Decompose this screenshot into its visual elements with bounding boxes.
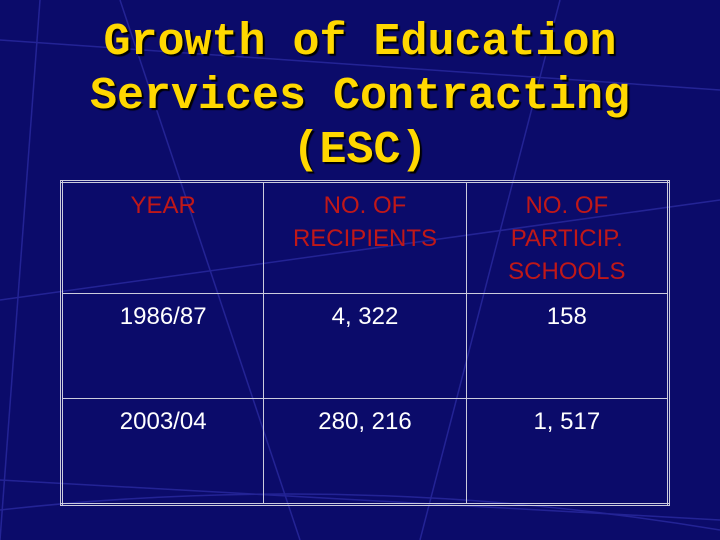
table-cell: 158 (465, 293, 670, 399)
table-cell: 1, 517 (465, 398, 670, 505)
header-row: YEAR NO. OF RECIPIENTS NO. OF PARTICIP. … (60, 181, 670, 294)
table-row: 1986/87 4, 322 158 (60, 293, 670, 399)
header-cell: NO. OF RECIPIENTS (263, 181, 467, 294)
header-cell: NO. OF PARTICIP. SCHOOLS (465, 181, 670, 294)
table-cell: 280, 216 (263, 398, 467, 505)
table-cell: 1986/87 (60, 293, 265, 399)
header-cell: YEAR (60, 181, 265, 294)
data-table: YEAR NO. OF RECIPIENTS NO. OF PARTICIP. … (60, 180, 670, 506)
table-cell: 4, 322 (263, 293, 467, 399)
table-row: 2003/04 280, 216 1, 517 (60, 398, 670, 505)
table-cell: 2003/04 (60, 398, 265, 505)
slide-title: Growth of Education Services Contracting… (89, 17, 631, 176)
